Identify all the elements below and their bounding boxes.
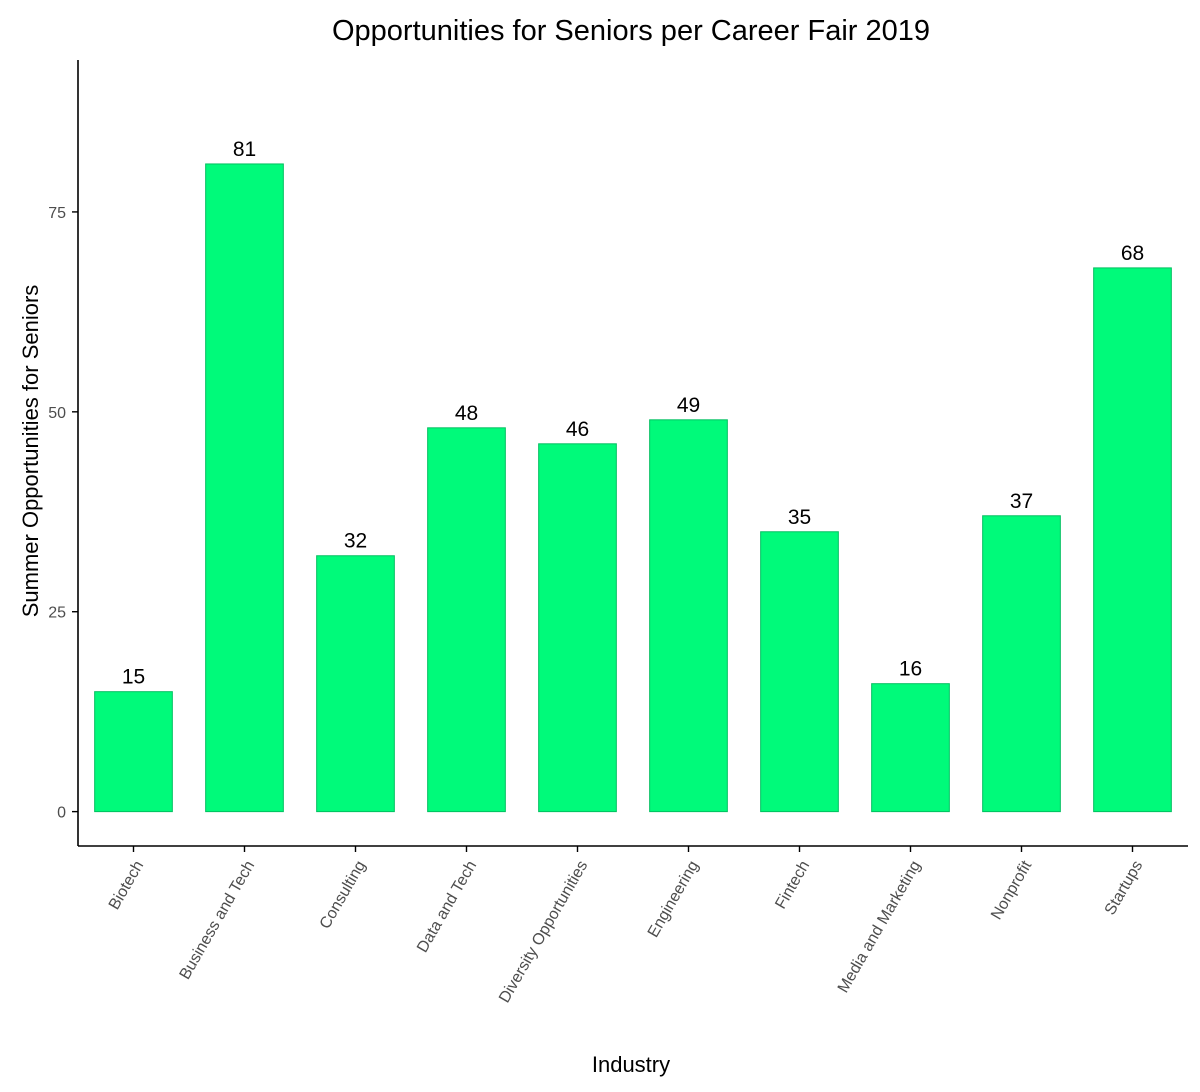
bar [205,163,284,813]
bar [760,531,839,813]
bar-value-label: 68 [1121,242,1144,265]
x-tick-label: Startups [1102,858,1147,918]
x-tick-label: Consulting [317,858,370,932]
bar-value-label: 35 [788,506,811,529]
x-axis-title: Industry [592,1052,670,1077]
bar [1093,267,1172,813]
y-tick-label: 25 [48,605,66,622]
x-tick-label: Diversity Opportunities [496,858,591,1006]
chart-title: Opportunities for Seniors per Career Fai… [332,15,930,47]
x-tick-label: Data and Tech [414,858,480,956]
bar [982,515,1061,813]
bar [427,427,506,813]
x-tick-label: Business and Tech [177,858,259,983]
bar-value-label: 32 [344,530,367,553]
x-ticks-group: Biotech Business and Tech Consulting Data a… [106,846,1146,1006]
bar [94,691,173,813]
bars-group [94,163,1172,813]
x-tick-label: Fintech [772,858,813,912]
bar [649,419,728,813]
y-axis-title: Summer Opportunities for Seniors [18,285,43,618]
bar-value-label: 37 [1010,490,1033,513]
x-tick-label: Biotech [106,858,147,913]
bar-value-label: 16 [899,658,922,681]
bar-labels-group: 15 81 32 48 46 49 35 16 37 68 [122,138,1144,689]
bar-value-label: 81 [233,138,256,161]
y-ticks-group: 0 25 50 75 [48,205,78,822]
bar-value-label: 46 [566,418,589,441]
x-tick-label: Nonprofit [988,858,1035,923]
y-tick-label: 0 [57,805,66,822]
x-tick-label: Engineering [645,858,702,940]
y-tick-label: 75 [48,205,66,222]
bar-value-label: 48 [455,402,478,425]
bar [871,683,950,813]
bar [538,443,617,813]
y-tick-label: 50 [48,405,66,422]
bar-value-label: 49 [677,394,700,417]
x-tick-label: Media and Marketing [835,858,924,996]
bar-value-label: 15 [122,666,145,689]
bar [316,555,395,813]
